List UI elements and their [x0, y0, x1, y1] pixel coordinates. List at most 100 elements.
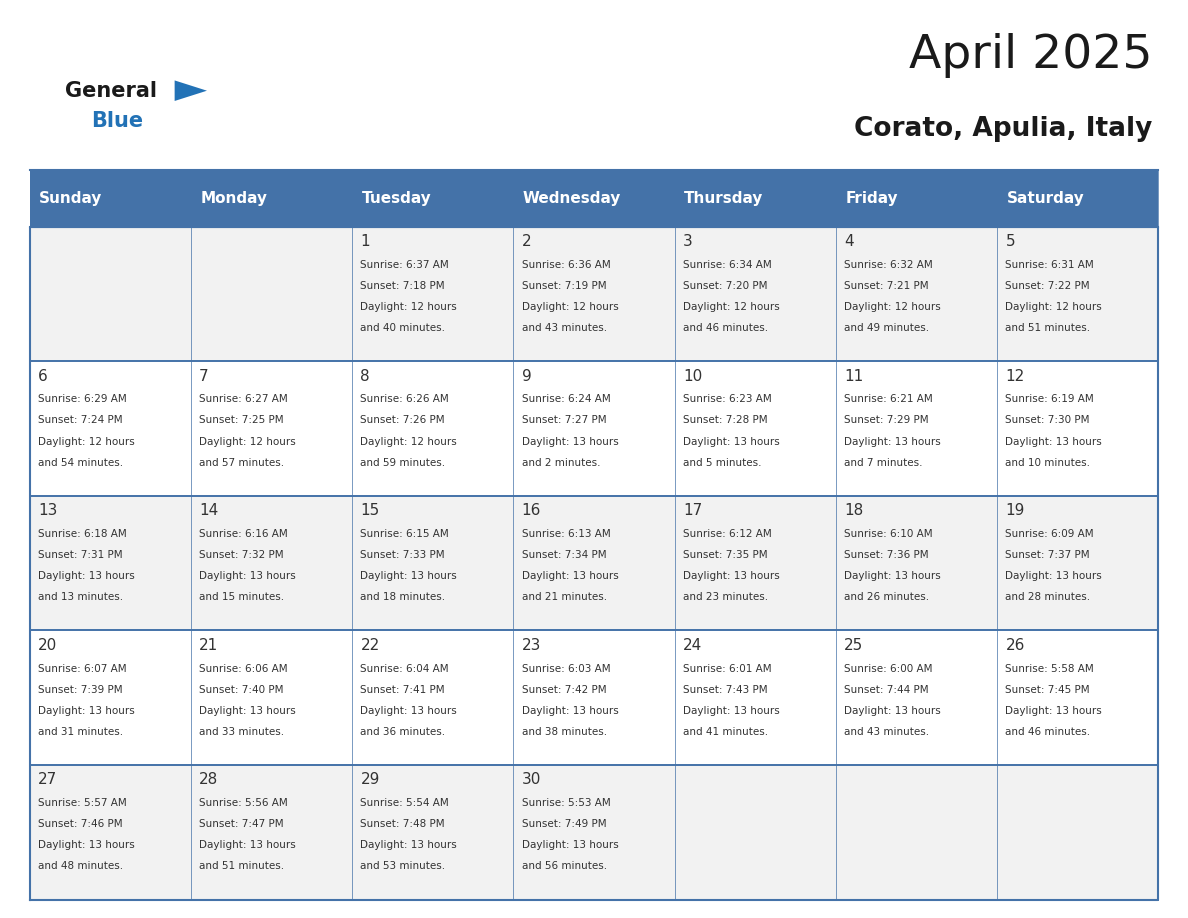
Text: Sunset: 7:30 PM: Sunset: 7:30 PM [1005, 416, 1089, 425]
Text: Sunset: 7:28 PM: Sunset: 7:28 PM [683, 416, 767, 425]
Bar [513, 170, 675, 227]
Text: Daylight: 13 hours: Daylight: 13 hours [683, 571, 779, 581]
Text: Sunrise: 6:23 AM: Sunrise: 6:23 AM [683, 395, 772, 404]
Text: Sunset: 7:40 PM: Sunset: 7:40 PM [200, 685, 284, 695]
Text: Daylight: 13 hours: Daylight: 13 hours [38, 571, 134, 581]
Bar [30, 765, 1158, 900]
Text: Sunset: 7:20 PM: Sunset: 7:20 PM [683, 281, 767, 291]
Bar [675, 170, 836, 227]
Bar [30, 362, 1158, 496]
Text: 7: 7 [200, 369, 209, 384]
Text: and 46 minutes.: and 46 minutes. [683, 323, 769, 333]
Text: Wednesday: Wednesday [523, 191, 621, 206]
Text: and 51 minutes.: and 51 minutes. [1005, 323, 1091, 333]
Text: 5: 5 [1005, 234, 1015, 249]
Text: Sunset: 7:21 PM: Sunset: 7:21 PM [845, 281, 929, 291]
Text: Daylight: 13 hours: Daylight: 13 hours [200, 840, 296, 850]
Text: and 53 minutes.: and 53 minutes. [360, 861, 446, 871]
Text: 14: 14 [200, 503, 219, 519]
Text: and 21 minutes.: and 21 minutes. [522, 592, 607, 602]
Text: Tuesday: Tuesday [361, 191, 431, 206]
Text: and 15 minutes.: and 15 minutes. [200, 592, 284, 602]
Text: Sunrise: 5:54 AM: Sunrise: 5:54 AM [360, 798, 449, 808]
Text: and 46 minutes.: and 46 minutes. [1005, 727, 1091, 737]
Text: Sunrise: 6:26 AM: Sunrise: 6:26 AM [360, 395, 449, 404]
Bar [30, 170, 191, 227]
Text: and 49 minutes.: and 49 minutes. [845, 323, 929, 333]
Text: and 26 minutes.: and 26 minutes. [845, 592, 929, 602]
Text: and 48 minutes.: and 48 minutes. [38, 861, 124, 871]
Text: Sunrise: 6:00 AM: Sunrise: 6:00 AM [845, 664, 933, 674]
Text: and 18 minutes.: and 18 minutes. [360, 592, 446, 602]
Text: Sunrise: 5:53 AM: Sunrise: 5:53 AM [522, 798, 611, 808]
Text: and 54 minutes.: and 54 minutes. [38, 458, 124, 467]
Text: Sunrise: 6:34 AM: Sunrise: 6:34 AM [683, 260, 772, 270]
Text: Blue: Blue [91, 111, 144, 131]
Text: 10: 10 [683, 369, 702, 384]
Text: Daylight: 13 hours: Daylight: 13 hours [200, 706, 296, 716]
Text: Sunset: 7:37 PM: Sunset: 7:37 PM [1005, 550, 1091, 560]
Text: Sunrise: 6:03 AM: Sunrise: 6:03 AM [522, 664, 611, 674]
Text: and 33 minutes.: and 33 minutes. [200, 727, 284, 737]
Text: 20: 20 [38, 638, 57, 653]
Text: Corato, Apulia, Italy: Corato, Apulia, Italy [854, 117, 1152, 142]
Text: Sunrise: 6:36 AM: Sunrise: 6:36 AM [522, 260, 611, 270]
Text: 4: 4 [845, 234, 854, 249]
Text: Sunrise: 6:07 AM: Sunrise: 6:07 AM [38, 664, 127, 674]
Text: Sunrise: 6:31 AM: Sunrise: 6:31 AM [1005, 260, 1094, 270]
Text: Sunset: 7:41 PM: Sunset: 7:41 PM [360, 685, 446, 695]
Text: 26: 26 [1005, 638, 1025, 653]
Text: and 7 minutes.: and 7 minutes. [845, 458, 923, 467]
Text: Daylight: 13 hours: Daylight: 13 hours [360, 840, 457, 850]
Text: 21: 21 [200, 638, 219, 653]
Text: 8: 8 [360, 369, 371, 384]
Text: Daylight: 12 hours: Daylight: 12 hours [200, 437, 296, 446]
Text: Daylight: 12 hours: Daylight: 12 hours [845, 302, 941, 312]
Text: Sunset: 7:47 PM: Sunset: 7:47 PM [200, 819, 284, 829]
Text: Sunrise: 6:21 AM: Sunrise: 6:21 AM [845, 395, 933, 404]
Text: Sunrise: 6:01 AM: Sunrise: 6:01 AM [683, 664, 771, 674]
Text: 9: 9 [522, 369, 531, 384]
Text: Sunset: 7:35 PM: Sunset: 7:35 PM [683, 550, 767, 560]
Text: Daylight: 13 hours: Daylight: 13 hours [1005, 706, 1102, 716]
Text: and 2 minutes.: and 2 minutes. [522, 458, 600, 467]
Text: Sunrise: 6:09 AM: Sunrise: 6:09 AM [1005, 529, 1094, 539]
Text: Sunset: 7:25 PM: Sunset: 7:25 PM [200, 416, 284, 425]
Text: Sunset: 7:46 PM: Sunset: 7:46 PM [38, 819, 122, 829]
Text: Sunrise: 6:24 AM: Sunrise: 6:24 AM [522, 395, 611, 404]
Text: Sunset: 7:39 PM: Sunset: 7:39 PM [38, 685, 122, 695]
Text: and 23 minutes.: and 23 minutes. [683, 592, 769, 602]
Text: Daylight: 13 hours: Daylight: 13 hours [360, 571, 457, 581]
Text: Daylight: 13 hours: Daylight: 13 hours [1005, 571, 1102, 581]
Text: 13: 13 [38, 503, 57, 519]
Text: Daylight: 13 hours: Daylight: 13 hours [522, 706, 619, 716]
Text: Sunset: 7:27 PM: Sunset: 7:27 PM [522, 416, 606, 425]
Text: and 43 minutes.: and 43 minutes. [845, 727, 929, 737]
Text: Sunrise: 6:15 AM: Sunrise: 6:15 AM [360, 529, 449, 539]
Text: Sunset: 7:42 PM: Sunset: 7:42 PM [522, 685, 606, 695]
Text: Sunrise: 6:37 AM: Sunrise: 6:37 AM [360, 260, 449, 270]
Text: and 57 minutes.: and 57 minutes. [200, 458, 284, 467]
Text: Sunset: 7:26 PM: Sunset: 7:26 PM [360, 416, 446, 425]
Text: Daylight: 13 hours: Daylight: 13 hours [38, 706, 134, 716]
Text: 3: 3 [683, 234, 693, 249]
Text: 18: 18 [845, 503, 864, 519]
Text: Sunrise: 6:19 AM: Sunrise: 6:19 AM [1005, 395, 1094, 404]
Text: Sunrise: 6:10 AM: Sunrise: 6:10 AM [845, 529, 933, 539]
Bar [30, 496, 1158, 631]
Text: Sunset: 7:31 PM: Sunset: 7:31 PM [38, 550, 122, 560]
Text: Sunset: 7:24 PM: Sunset: 7:24 PM [38, 416, 122, 425]
Text: and 41 minutes.: and 41 minutes. [683, 727, 769, 737]
Text: Daylight: 12 hours: Daylight: 12 hours [522, 302, 619, 312]
Text: Sunset: 7:32 PM: Sunset: 7:32 PM [200, 550, 284, 560]
Bar [836, 170, 997, 227]
Text: Sunrise: 5:58 AM: Sunrise: 5:58 AM [1005, 664, 1094, 674]
Text: Sunset: 7:29 PM: Sunset: 7:29 PM [845, 416, 929, 425]
Text: Daylight: 12 hours: Daylight: 12 hours [1005, 302, 1102, 312]
Text: Sunrise: 6:12 AM: Sunrise: 6:12 AM [683, 529, 772, 539]
Text: and 28 minutes.: and 28 minutes. [1005, 592, 1091, 602]
Text: Sunset: 7:44 PM: Sunset: 7:44 PM [845, 685, 929, 695]
Text: and 36 minutes.: and 36 minutes. [360, 727, 446, 737]
Text: Sunset: 7:33 PM: Sunset: 7:33 PM [360, 550, 446, 560]
Text: Sunrise: 6:27 AM: Sunrise: 6:27 AM [200, 395, 287, 404]
